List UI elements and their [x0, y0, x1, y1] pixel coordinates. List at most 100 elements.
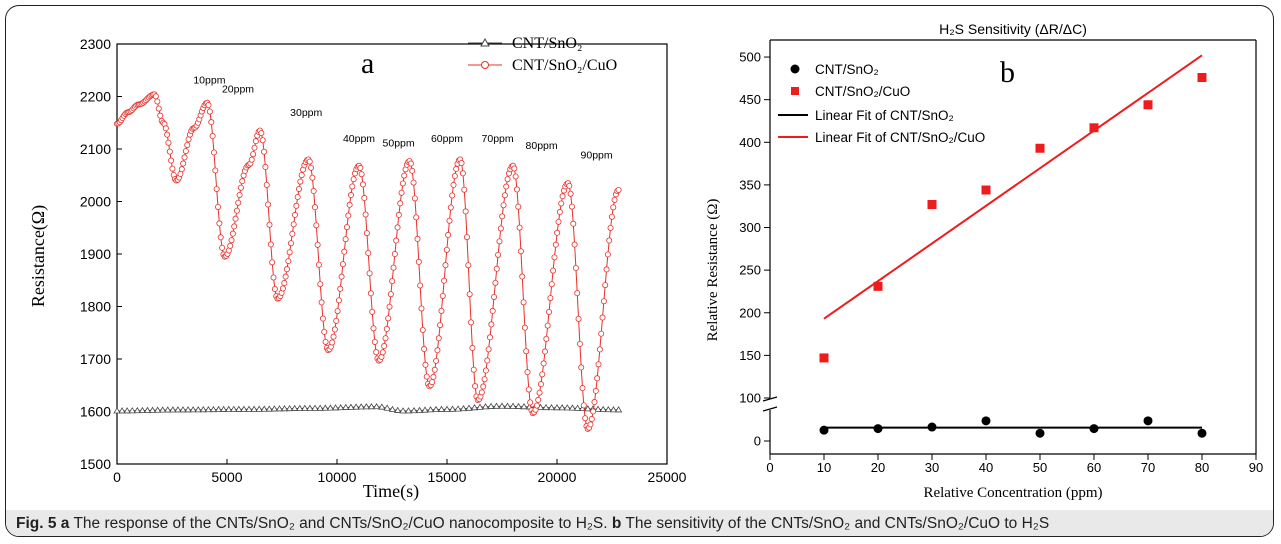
data-point-black-circle	[1035, 428, 1045, 438]
data-point-triangle	[573, 404, 582, 411]
data-point-circle	[409, 167, 416, 174]
data-point-circle	[512, 173, 519, 180]
data-point-circle	[472, 383, 479, 390]
data-point-triangle	[476, 403, 484, 410]
data-point-circle	[527, 399, 534, 406]
data-point-circle	[541, 348, 548, 355]
data-point-circle	[279, 285, 286, 292]
panel-b-fit-lines	[823, 54, 1203, 429]
data-point-triangle	[275, 405, 284, 412]
data-point-circle	[217, 234, 224, 241]
data-point-triangle	[342, 403, 350, 410]
data-point-triangle	[542, 403, 550, 411]
data-point-circle	[422, 361, 429, 368]
data-point-circle	[463, 234, 470, 241]
data-point-circle	[590, 408, 597, 415]
panel-b-axis-break	[762, 396, 778, 412]
data-point-circle	[550, 267, 557, 274]
data-point-circle	[481, 376, 488, 383]
panel-a-x-axis-label: Time(s)	[363, 481, 419, 502]
data-point-circle	[362, 211, 369, 218]
data-point-circle	[610, 204, 617, 211]
data-point-triangle	[459, 404, 468, 412]
data-point-circle	[414, 235, 421, 242]
data-point-triangle	[204, 405, 213, 413]
data-point-triangle	[357, 403, 365, 410]
data-point-triangle	[133, 406, 142, 414]
data-point-circle	[311, 204, 318, 211]
data-point-red-square	[1197, 73, 1207, 83]
data-point-circle	[393, 237, 400, 244]
data-point-circle	[602, 282, 609, 289]
data-point-circle	[501, 192, 508, 199]
data-point-circle	[369, 308, 376, 315]
data-point-circle	[489, 307, 496, 314]
y-tick-label: 400	[739, 135, 761, 150]
data-point-circle	[309, 174, 316, 181]
data-point-circle	[570, 220, 577, 227]
data-point-circle	[447, 204, 454, 211]
data-point-circle	[535, 396, 542, 403]
data-point-circle	[350, 176, 357, 183]
data-point-circle	[287, 240, 294, 247]
data-point-circle	[438, 307, 445, 314]
data-point-circle	[410, 179, 417, 186]
data-point-triangle	[164, 406, 172, 413]
data-point-circle	[435, 335, 442, 342]
data-point-circle	[600, 298, 607, 305]
data-point-circle	[439, 292, 446, 299]
data-point-red-square	[819, 353, 829, 363]
data-point-circle	[259, 137, 266, 144]
data-point-triangle	[443, 405, 451, 412]
y-tick-label: 350	[739, 177, 761, 192]
data-point-circle	[386, 303, 393, 310]
x-tick-label: 25000	[648, 469, 687, 485]
data-point-circle	[251, 144, 258, 151]
data-point-circle	[415, 258, 422, 265]
data-point-circle	[180, 160, 187, 167]
data-point-circle	[169, 165, 176, 172]
data-point-triangle	[255, 405, 263, 412]
data-point-triangle	[250, 405, 258, 412]
data-point-circle	[298, 172, 305, 179]
data-point-triangle	[301, 404, 309, 411]
data-point-triangle	[347, 403, 355, 410]
x-tick-label: 20	[871, 460, 885, 475]
y-tick-label: 150	[739, 348, 761, 363]
data-point-circle	[184, 141, 191, 148]
concentration-label: 30ppm	[290, 107, 322, 119]
data-point-circle	[552, 241, 559, 248]
data-point-triangle	[514, 402, 523, 409]
data-point-circle	[358, 171, 365, 178]
data-point-triangle	[594, 405, 602, 412]
data-point-circle	[329, 339, 336, 346]
data-point-triangle	[563, 404, 571, 411]
data-point-triangle	[465, 404, 473, 411]
x-tick-label: 10000	[318, 469, 357, 485]
data-point-circle	[493, 265, 500, 272]
data-point-circle	[347, 192, 354, 199]
fit-line-cnt-sno2-cuo	[823, 54, 1203, 320]
legend-label-cnt-sno2-cuo: CNT/SnO₂/CuO	[512, 57, 617, 74]
x-tick-label: 20000	[538, 469, 577, 485]
data-point-circle	[181, 154, 188, 161]
data-point-circle	[235, 199, 242, 206]
x-tick-label: 5000	[211, 469, 242, 485]
data-point-circle	[213, 185, 220, 192]
y-tick-label: 450	[739, 92, 761, 107]
data-point-circle	[165, 139, 172, 146]
data-point-black-circle	[1143, 416, 1153, 426]
data-point-circle	[297, 178, 304, 185]
data-point-circle	[567, 190, 574, 197]
legend-marker-black-circle	[790, 64, 800, 74]
data-point-triangle	[290, 404, 299, 411]
concentration-label: 60ppm	[431, 133, 463, 145]
data-point-triangle	[311, 404, 319, 411]
data-point-triangle	[367, 403, 376, 410]
y-tick-label: 2300	[80, 36, 111, 52]
data-point-circle	[566, 182, 573, 189]
data-point-circle	[379, 349, 386, 356]
data-point-circle	[445, 231, 452, 238]
data-point-black-circle	[1089, 424, 1099, 434]
